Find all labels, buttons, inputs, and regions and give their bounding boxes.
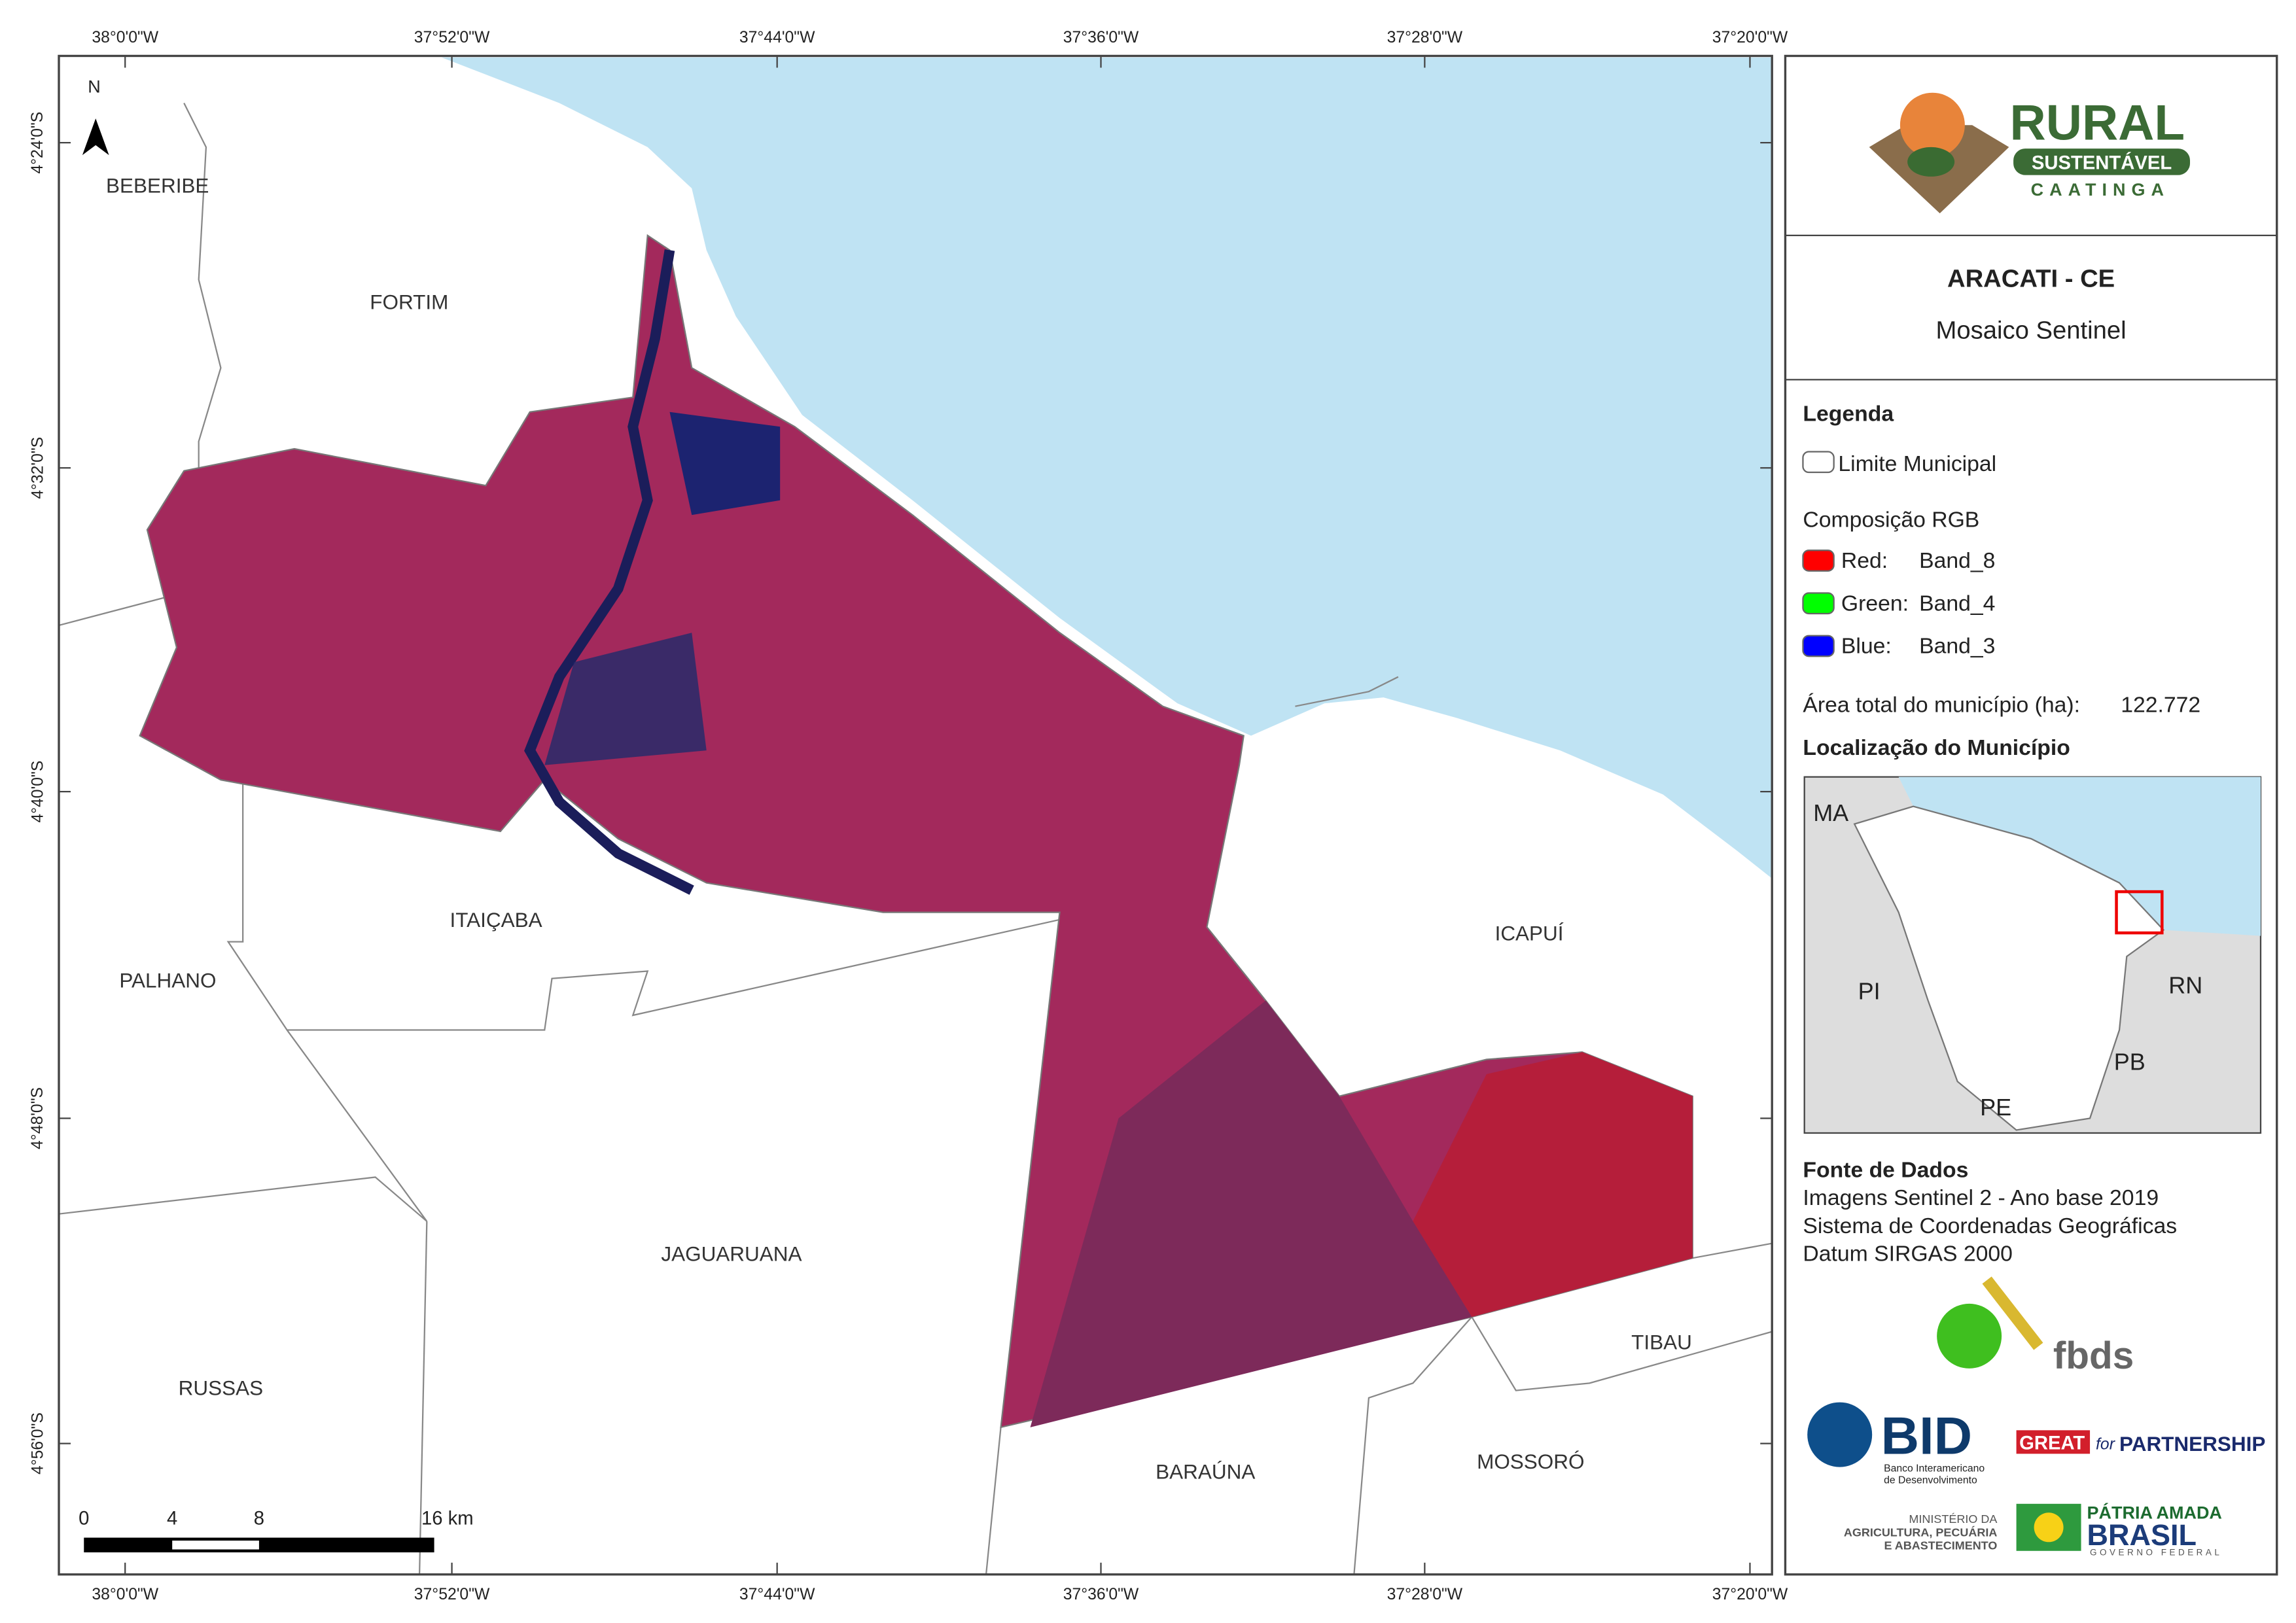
- band-swatch: [1802, 635, 1835, 657]
- inset-label: MA: [1813, 799, 1848, 826]
- legend-title: Legenda: [1803, 401, 1894, 426]
- logo-fbds: fbds: [2053, 1335, 2134, 1377]
- band-name: Band_4: [1919, 591, 1995, 616]
- scale-label: 16 km: [421, 1508, 474, 1529]
- lon-label: 37°44'0"W: [739, 1586, 815, 1603]
- scale-label: 4: [167, 1508, 177, 1529]
- subtitle: Mosaico Sentinel: [1936, 316, 2127, 344]
- lon-label: 38°0'0"W: [92, 1586, 158, 1603]
- band-channel: Green:: [1841, 591, 1909, 616]
- logo-sub: CAATINGA: [2031, 180, 2170, 200]
- band-name: Band_8: [1919, 548, 1995, 573]
- location-title: Localização do Município: [1803, 735, 2070, 760]
- inset-label: RN: [2168, 971, 2202, 998]
- scale-bar: [84, 1537, 434, 1553]
- logo-great: GREAT: [2019, 1433, 2085, 1454]
- title: ARACATI - CE: [1947, 265, 2115, 293]
- lon-label: 37°52'0"W: [414, 1586, 490, 1603]
- salt-ponds: [669, 411, 781, 515]
- dark-vegetation: [1030, 1000, 1472, 1427]
- lon-label: 38°0'0"W: [92, 29, 158, 46]
- lon-label: 37°36'0"W: [1063, 29, 1139, 46]
- north-label: N: [88, 77, 101, 97]
- logo-bid-name: de Desenvolvimento: [1884, 1475, 1977, 1486]
- place-label: ITAIÇABA: [450, 908, 542, 932]
- source-line: Datum SIRGAS 2000: [1803, 1242, 2012, 1266]
- logo-title: RURAL: [2010, 96, 2185, 151]
- logo-for: for: [2096, 1436, 2116, 1454]
- logo-governo: GOVERNO FEDERAL: [2090, 1548, 2222, 1558]
- scale-label: 0: [79, 1508, 89, 1529]
- inset-map: [1803, 776, 2262, 1134]
- irrigated-area: [1413, 1052, 1693, 1318]
- ministry: E ABASTECIMENTO: [1884, 1539, 1997, 1552]
- band-swatch: [1802, 592, 1835, 615]
- area-value: 122.772: [2121, 693, 2200, 718]
- place-label: FORTIM: [370, 290, 448, 313]
- lat-label: 4°56'0"S: [29, 1412, 46, 1475]
- north-arrow: [82, 118, 109, 156]
- lon-label: 37°20'0"W: [1712, 29, 1788, 46]
- place-label: PALHANO: [119, 968, 216, 992]
- map-border: [58, 54, 1773, 1576]
- lat-label: 4°48'0"S: [29, 1087, 46, 1149]
- logo-bid: BID: [1881, 1406, 1972, 1465]
- legend-boundary: Limite Municipal: [1838, 451, 1996, 476]
- band-swatch: [1802, 550, 1835, 572]
- ocean: [441, 57, 1773, 879]
- inset-label: PE: [1980, 1094, 2011, 1121]
- map-frame: N: [58, 54, 1773, 1576]
- side-panel: RURAL SUSTENTÁVEL CAATINGA ARACATI - CE …: [1784, 54, 2278, 1576]
- lon-label: 37°52'0"W: [414, 29, 490, 46]
- logo-bid-name: Banco Interamericano: [1884, 1463, 1985, 1474]
- place-label: BEBERIBE: [106, 174, 209, 198]
- municipal-boundaries: [58, 102, 1773, 1575]
- source-line: Sistema de Coordenadas Geográficas: [1803, 1213, 2177, 1238]
- logo-brasil: BRASIL: [2087, 1518, 2197, 1552]
- band-channel: Red:: [1841, 548, 1888, 573]
- place-label: MOSSORÓ: [1477, 1450, 1584, 1473]
- place-label: RUSSAS: [179, 1376, 263, 1399]
- area-label: Área total do município (ha):: [1803, 693, 2080, 718]
- lat-label: 4°40'0"S: [29, 761, 46, 823]
- place-label: TIBAU: [1631, 1331, 1692, 1354]
- logo-patria: PÁTRIA AMADA: [2087, 1502, 2222, 1522]
- ministry: AGRICULTURA, PECUÁRIA: [1844, 1525, 1997, 1539]
- source-line: Imagens Sentinel 2 - Ano base 2019: [1803, 1185, 2159, 1210]
- place-label: JAGUARUANA: [661, 1242, 802, 1266]
- lon-label: 37°44'0"W: [739, 29, 815, 46]
- logo-partnership: PARTNERSHIP: [2119, 1432, 2265, 1456]
- rgb-title: Composição RGB: [1803, 507, 1979, 532]
- scale-label: 8: [254, 1508, 264, 1529]
- lon-label: 37°28'0"W: [1387, 1586, 1463, 1603]
- place-label: ICAPUÍ: [1495, 921, 1564, 945]
- wetland: [544, 633, 707, 765]
- lon-label: 37°36'0"W: [1063, 1586, 1139, 1603]
- place-label: BARAÚNA: [1156, 1460, 1255, 1484]
- inset-label: PI: [1858, 977, 1881, 1004]
- ministry: MINISTÉRIO DA: [1909, 1512, 1997, 1526]
- logo-band: SUSTENTÁVEL: [2032, 152, 2172, 174]
- lon-label: 37°28'0"W: [1387, 29, 1463, 46]
- lon-label: 37°20'0"W: [1712, 1586, 1788, 1603]
- band-name: Band_3: [1919, 634, 1995, 659]
- sources-title: Fonte de Dados: [1803, 1157, 1968, 1182]
- river: [524, 249, 694, 895]
- inset-label: PB: [2114, 1048, 2146, 1075]
- lat-label: 4°24'0"S: [29, 112, 46, 174]
- band-channel: Blue:: [1841, 634, 1892, 659]
- lat-label: 4°32'0"S: [29, 437, 46, 499]
